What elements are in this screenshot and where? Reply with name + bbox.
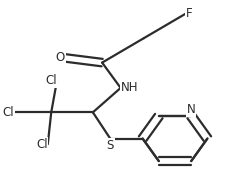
Text: NH: NH [121,81,138,94]
Text: O: O [56,51,65,64]
Text: S: S [107,139,114,152]
Text: Cl: Cl [36,138,48,151]
Text: F: F [185,7,192,20]
Text: N: N [187,103,196,116]
Text: Cl: Cl [46,74,57,87]
Text: Cl: Cl [3,106,14,119]
